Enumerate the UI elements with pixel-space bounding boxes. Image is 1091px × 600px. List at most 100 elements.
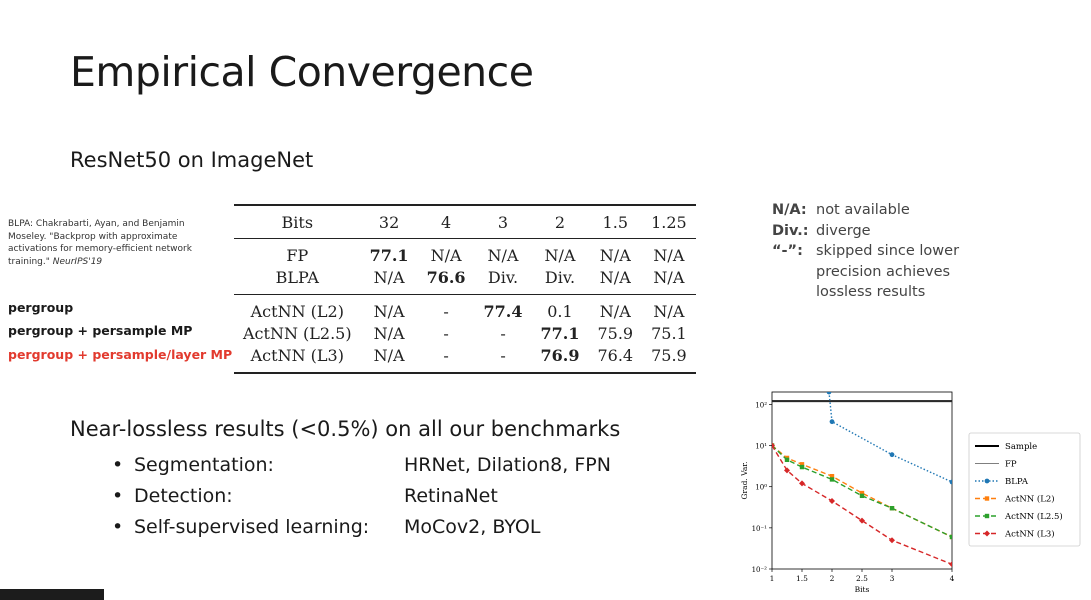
series-point [889,506,895,511]
table-header-cell: 3 [497,212,509,232]
table-cell: N/A [373,301,405,321]
table-row: ActNN (L2) N/A - 77.4 0.1 N/A N/A [234,295,696,323]
benchmark-headline: Near-lossless results (<0.5%) on all our… [70,417,621,441]
bullet-item: • Self-supervised learning: [112,516,369,538]
table-cell: 76.9 [540,345,580,365]
series-point [984,530,990,537]
bullet-item: • Segmentation: [112,454,274,476]
series-point [799,464,805,470]
series-group [772,392,952,568]
series-point [984,513,990,519]
table-cell: N/A [373,345,405,365]
table-cell: 75.9 [651,345,687,365]
series-point [889,452,895,458]
table-cell: N/A [653,301,685,321]
note-value: skipped since lower precision achieves l… [816,243,960,300]
series-point [829,419,835,425]
table-header-cell: 32 [378,212,400,232]
results-table: Bits 32 4 3 2 1.5 1.25 FP 77.1 N/A N/A N… [234,204,696,374]
table-cell: 75.9 [597,323,634,343]
table-cell: - [500,323,506,343]
table-cell: 77.1 [540,323,580,343]
table-cell: N/A [599,301,631,321]
table-header-cell: 1.5 [602,212,628,232]
table-cell: N/A [373,267,405,287]
legend-entry: ActNN (L2) [1004,494,1055,505]
slide-subtitle: ResNet50 on ImageNet [70,148,314,172]
series-point [826,392,832,395]
legend-entry: FP [1005,460,1017,470]
table-cell: 77.4 [483,301,523,321]
table-cell: - [443,301,449,321]
series-line [828,392,952,483]
table-cell: - [443,345,449,365]
x-tick-label: 1.5 [796,574,808,583]
bullet-dot: • [112,485,124,507]
series-point [784,467,790,474]
table-cell: N/A [653,245,685,265]
bullet-dot: • [112,516,124,538]
grad-variance-chart: 1 1.5 2 2.5 3 4 10⁻² 10⁻¹ 10⁰ 10¹ 10² Bits Grad. Var… [740,391,1081,594]
x-tick-label: 2 [830,574,835,583]
row-label: ActNN (L2.5) [243,323,352,343]
row-label: BLPA [275,267,319,287]
citation-note: BLPA: Chakrabarti, Ayan, and Benjamin Mo… [8,218,220,268]
note-row: N/A: not available [772,200,976,221]
config-label-persample-layer: pergroup + persample/layer MP [8,347,233,362]
table-cell: N/A [487,245,519,265]
table-cell: 0.1 [547,301,573,321]
bullet-label: Self-supervised learning: [134,516,370,538]
bullet-value: MoCov2, BYOL [404,516,541,538]
bullet-dot: • [112,454,124,476]
table-cell: Div. [487,267,519,287]
note-row: Div.: diverge [772,221,976,242]
table-header-cell: 2 [554,212,566,232]
series-point [859,493,865,499]
y-tick-label: 10⁻² [752,566,768,574]
bullet-label: Segmentation: [134,454,274,476]
table-cell: N/A [653,267,685,287]
series-point [859,517,865,524]
note-key: Div.: [772,222,809,239]
row-label: ActNN (L2) [250,301,344,321]
series-point [984,496,990,501]
y-tick-label: 10⁰ [755,484,767,492]
series-point [799,480,805,487]
series-point [889,537,895,544]
config-label-persample: pergroup + persample MP [8,323,193,338]
legend-entry: ActNN (L2.5) [1004,511,1063,522]
legend-entry: BLPA [1005,477,1029,487]
slide-title: Empirical Convergence [70,48,534,96]
y-tick-label: 10¹ [755,443,767,451]
bullet-value: RetinaNet [404,485,498,507]
x-tick-label: 2.5 [856,574,868,583]
series-point [949,479,952,485]
plot-area: 1 1.5 2 2.5 3 4 10⁻² 10⁻¹ 10⁰ 10¹ 10² Bits Grad. Var… [740,391,1081,594]
table-cell: Div. [544,267,576,287]
legend-entry: ActNN (L3) [1004,529,1055,540]
config-label-pergroup: pergroup [8,300,74,315]
note-value: diverge [816,222,871,239]
table-cell: N/A [373,323,405,343]
series-point [829,473,835,479]
table-header-cell: Bits [281,212,314,232]
y-tick-label: 10⁻¹ [752,525,768,533]
series-point [772,442,775,449]
series-point [799,462,805,467]
x-tick-label: 3 [890,574,895,583]
table-cell: N/A [599,245,631,265]
legend-entry: Sample [1005,442,1037,452]
series-point [859,490,865,496]
series-point [949,561,952,568]
table-cell: N/A [544,245,576,265]
row-label: FP [286,245,309,265]
table-cell: - [443,323,449,343]
table-cell: 77.1 [369,245,409,265]
x-tick-label: 1 [770,574,775,583]
bullet-label: Detection: [134,485,233,507]
series-point [984,478,990,484]
table-row: ActNN (L2.5) N/A - - 77.1 75.9 75.1 [234,322,696,344]
x-axis-label: Bits [855,585,870,594]
legend-box [968,432,1081,547]
table-row: ActNN (L3) N/A - - 76.9 76.4 75.9 [234,344,696,373]
